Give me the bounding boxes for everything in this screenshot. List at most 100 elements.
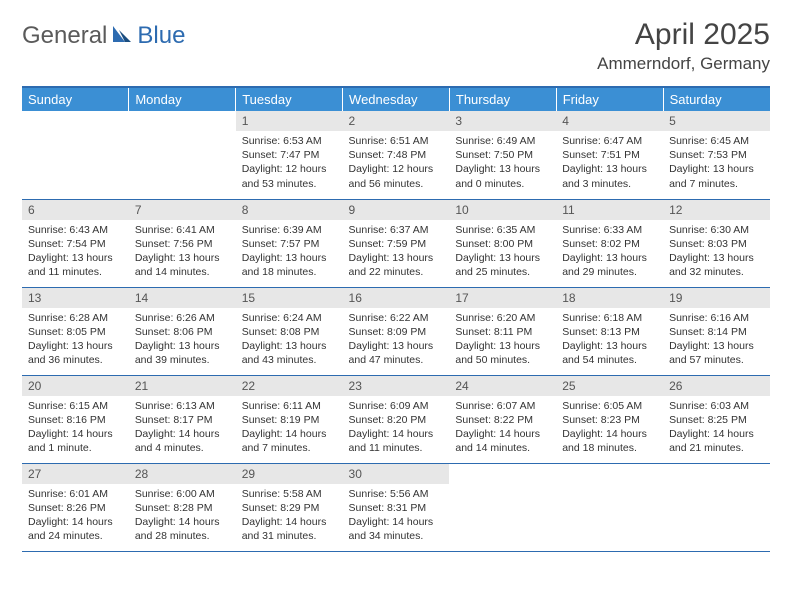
day-number: 29 — [236, 464, 343, 484]
calendar-week-row: 6Sunrise: 6:43 AMSunset: 7:54 PMDaylight… — [22, 199, 770, 287]
day-data: Sunrise: 6:53 AMSunset: 7:47 PMDaylight:… — [236, 131, 343, 194]
day-data: Sunrise: 6:28 AMSunset: 8:05 PMDaylight:… — [22, 308, 129, 371]
day-data: Sunrise: 6:09 AMSunset: 8:20 PMDaylight:… — [343, 396, 450, 459]
day-number: 15 — [236, 288, 343, 308]
calendar-day-cell: 24Sunrise: 6:07 AMSunset: 8:22 PMDayligh… — [449, 375, 556, 463]
day-number: 6 — [22, 200, 129, 220]
day-data: Sunrise: 6:43 AMSunset: 7:54 PMDaylight:… — [22, 220, 129, 283]
day-number: 3 — [449, 111, 556, 131]
calendar-day-cell: 12Sunrise: 6:30 AMSunset: 8:03 PMDayligh… — [663, 199, 770, 287]
day-data: Sunrise: 6:39 AMSunset: 7:57 PMDaylight:… — [236, 220, 343, 283]
day-data: Sunrise: 6:00 AMSunset: 8:28 PMDaylight:… — [129, 484, 236, 547]
location: Ammerndorf, Germany — [597, 54, 770, 74]
day-data: Sunrise: 6:24 AMSunset: 8:08 PMDaylight:… — [236, 308, 343, 371]
day-number: 13 — [22, 288, 129, 308]
day-number: 24 — [449, 376, 556, 396]
calendar-day-cell: 28Sunrise: 6:00 AMSunset: 8:28 PMDayligh… — [129, 463, 236, 551]
day-number: 22 — [236, 376, 343, 396]
calendar-day-cell: 10Sunrise: 6:35 AMSunset: 8:00 PMDayligh… — [449, 199, 556, 287]
calendar-day-cell: 17Sunrise: 6:20 AMSunset: 8:11 PMDayligh… — [449, 287, 556, 375]
weekday-header: Saturday — [663, 87, 770, 111]
calendar-day-cell: 25Sunrise: 6:05 AMSunset: 8:23 PMDayligh… — [556, 375, 663, 463]
day-number: 26 — [663, 376, 770, 396]
day-data: Sunrise: 6:16 AMSunset: 8:14 PMDaylight:… — [663, 308, 770, 371]
day-number: 8 — [236, 200, 343, 220]
day-data: Sunrise: 6:45 AMSunset: 7:53 PMDaylight:… — [663, 131, 770, 194]
weekday-header: Wednesday — [343, 87, 450, 111]
weekday-header: Sunday — [22, 87, 129, 111]
day-number: 2 — [343, 111, 450, 131]
day-data: Sunrise: 6:03 AMSunset: 8:25 PMDaylight:… — [663, 396, 770, 459]
calendar-day-cell: 29Sunrise: 5:58 AMSunset: 8:29 PMDayligh… — [236, 463, 343, 551]
weekday-header: Monday — [129, 87, 236, 111]
calendar-day-cell: 8Sunrise: 6:39 AMSunset: 7:57 PMDaylight… — [236, 199, 343, 287]
header: General Blue April 2025 Ammerndorf, Germ… — [22, 18, 770, 74]
day-data: Sunrise: 6:05 AMSunset: 8:23 PMDaylight:… — [556, 396, 663, 459]
calendar-week-row: 27Sunrise: 6:01 AMSunset: 8:26 PMDayligh… — [22, 463, 770, 551]
calendar-day-cell: 1Sunrise: 6:53 AMSunset: 7:47 PMDaylight… — [236, 111, 343, 199]
day-number: 20 — [22, 376, 129, 396]
logo: General Blue — [22, 18, 185, 50]
day-number: 9 — [343, 200, 450, 220]
calendar-day-cell: 18Sunrise: 6:18 AMSunset: 8:13 PMDayligh… — [556, 287, 663, 375]
weekday-header: Friday — [556, 87, 663, 111]
calendar-day-cell: 14Sunrise: 6:26 AMSunset: 8:06 PMDayligh… — [129, 287, 236, 375]
calendar-day-cell: 19Sunrise: 6:16 AMSunset: 8:14 PMDayligh… — [663, 287, 770, 375]
calendar-week-row: 13Sunrise: 6:28 AMSunset: 8:05 PMDayligh… — [22, 287, 770, 375]
calendar-day-cell: 16Sunrise: 6:22 AMSunset: 8:09 PMDayligh… — [343, 287, 450, 375]
day-data: Sunrise: 6:51 AMSunset: 7:48 PMDaylight:… — [343, 131, 450, 194]
day-data: Sunrise: 6:11 AMSunset: 8:19 PMDaylight:… — [236, 396, 343, 459]
calendar-day-cell: 3Sunrise: 6:49 AMSunset: 7:50 PMDaylight… — [449, 111, 556, 199]
day-data: Sunrise: 6:07 AMSunset: 8:22 PMDaylight:… — [449, 396, 556, 459]
day-number: 12 — [663, 200, 770, 220]
calendar-day-cell: 15Sunrise: 6:24 AMSunset: 8:08 PMDayligh… — [236, 287, 343, 375]
calendar-empty-cell — [449, 463, 556, 551]
day-data: Sunrise: 6:15 AMSunset: 8:16 PMDaylight:… — [22, 396, 129, 459]
day-data: Sunrise: 6:26 AMSunset: 8:06 PMDaylight:… — [129, 308, 236, 371]
calendar-grid: SundayMondayTuesdayWednesdayThursdayFrid… — [22, 86, 770, 552]
day-number: 1 — [236, 111, 343, 131]
day-data: Sunrise: 6:37 AMSunset: 7:59 PMDaylight:… — [343, 220, 450, 283]
day-number: 23 — [343, 376, 450, 396]
logo-text-blue: Blue — [137, 22, 185, 50]
day-data: Sunrise: 5:58 AMSunset: 8:29 PMDaylight:… — [236, 484, 343, 547]
calendar-day-cell: 21Sunrise: 6:13 AMSunset: 8:17 PMDayligh… — [129, 375, 236, 463]
day-number: 19 — [663, 288, 770, 308]
day-number: 16 — [343, 288, 450, 308]
calendar-empty-cell — [556, 463, 663, 551]
day-data: Sunrise: 6:22 AMSunset: 8:09 PMDaylight:… — [343, 308, 450, 371]
calendar-body: 1Sunrise: 6:53 AMSunset: 7:47 PMDaylight… — [22, 111, 770, 551]
day-number: 27 — [22, 464, 129, 484]
day-number: 5 — [663, 111, 770, 131]
day-data: Sunrise: 6:49 AMSunset: 7:50 PMDaylight:… — [449, 131, 556, 194]
calendar-day-cell: 6Sunrise: 6:43 AMSunset: 7:54 PMDaylight… — [22, 199, 129, 287]
day-number: 11 — [556, 200, 663, 220]
day-data: Sunrise: 6:13 AMSunset: 8:17 PMDaylight:… — [129, 396, 236, 459]
day-number: 28 — [129, 464, 236, 484]
calendar-day-cell: 20Sunrise: 6:15 AMSunset: 8:16 PMDayligh… — [22, 375, 129, 463]
day-data: Sunrise: 6:01 AMSunset: 8:26 PMDaylight:… — [22, 484, 129, 547]
calendar-empty-cell — [129, 111, 236, 199]
calendar-day-cell: 5Sunrise: 6:45 AMSunset: 7:53 PMDaylight… — [663, 111, 770, 199]
calendar-empty-cell — [663, 463, 770, 551]
calendar-day-cell: 9Sunrise: 6:37 AMSunset: 7:59 PMDaylight… — [343, 199, 450, 287]
day-number: 25 — [556, 376, 663, 396]
logo-text-general: General — [22, 22, 107, 50]
day-number: 14 — [129, 288, 236, 308]
day-number: 30 — [343, 464, 450, 484]
day-data: Sunrise: 6:47 AMSunset: 7:51 PMDaylight:… — [556, 131, 663, 194]
day-number: 21 — [129, 376, 236, 396]
month-title: April 2025 — [597, 18, 770, 52]
day-data: Sunrise: 5:56 AMSunset: 8:31 PMDaylight:… — [343, 484, 450, 547]
day-number: 4 — [556, 111, 663, 131]
calendar-day-cell: 27Sunrise: 6:01 AMSunset: 8:26 PMDayligh… — [22, 463, 129, 551]
day-data: Sunrise: 6:20 AMSunset: 8:11 PMDaylight:… — [449, 308, 556, 371]
calendar-head: SundayMondayTuesdayWednesdayThursdayFrid… — [22, 87, 770, 111]
calendar-day-cell: 2Sunrise: 6:51 AMSunset: 7:48 PMDaylight… — [343, 111, 450, 199]
calendar-week-row: 20Sunrise: 6:15 AMSunset: 8:16 PMDayligh… — [22, 375, 770, 463]
calendar-day-cell: 4Sunrise: 6:47 AMSunset: 7:51 PMDaylight… — [556, 111, 663, 199]
day-number: 7 — [129, 200, 236, 220]
day-data: Sunrise: 6:18 AMSunset: 8:13 PMDaylight:… — [556, 308, 663, 371]
day-number: 17 — [449, 288, 556, 308]
calendar-day-cell: 26Sunrise: 6:03 AMSunset: 8:25 PMDayligh… — [663, 375, 770, 463]
